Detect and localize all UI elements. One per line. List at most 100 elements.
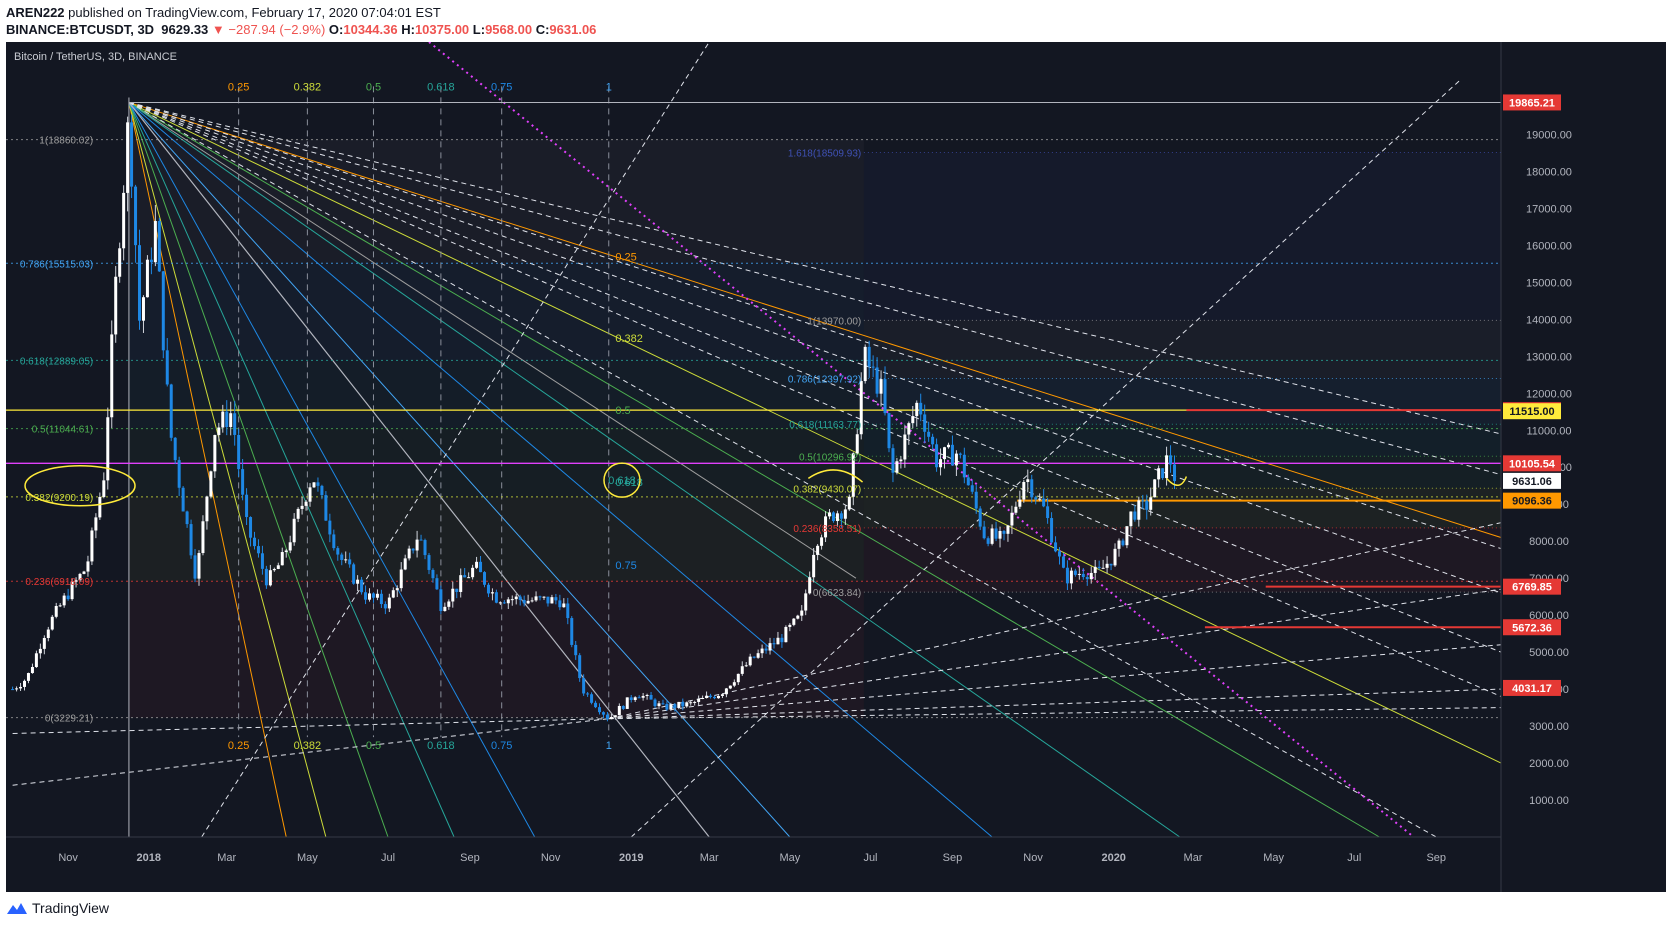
y-tick-label: 19000.00 [1526, 129, 1572, 141]
candle-body [205, 496, 209, 522]
fib-time-label-bottom: 0.25 [228, 740, 249, 752]
candle-body [974, 491, 978, 509]
candle-body [950, 444, 954, 466]
candle-body [514, 596, 518, 600]
fib-time-label-mid: 0.25 [615, 251, 636, 263]
candle-body [368, 593, 372, 600]
price-badge-label: 5672.36 [1512, 622, 1552, 634]
candle-body [15, 688, 19, 690]
candle-body [292, 518, 296, 543]
candle-body [249, 517, 253, 538]
candle-body [982, 526, 986, 539]
candle-body [494, 592, 498, 603]
fib-label-2019: 0(6623.84) [813, 588, 861, 599]
fib-time-label-mid: 0.75 [615, 560, 636, 572]
dashed-fan-line [128, 101, 1502, 653]
candle-body [994, 528, 998, 539]
candle-body [752, 656, 756, 658]
x-tick-label: 2019 [619, 852, 643, 864]
candle-body [1089, 572, 1093, 580]
price-chart[interactable]: 1(18860.02) 0.786(15515.03) 0.618(12889.05… [6, 42, 1666, 892]
candle-body [46, 629, 50, 638]
candle-body [669, 704, 673, 710]
candle-body [276, 565, 280, 569]
candle-body [1061, 556, 1065, 568]
x-tick-label: May [1263, 852, 1284, 864]
candle-body [927, 431, 931, 437]
fan-line-long [128, 102, 993, 838]
annotation-arc [1166, 476, 1188, 487]
candle-body [724, 688, 728, 695]
fib-label-2019: 0.786(12397.92) [788, 375, 861, 386]
chart-area[interactable]: 1(18860.02) 0.786(15515.03) 0.618(12889.05… [6, 42, 1666, 892]
candle-body [812, 554, 816, 578]
fib-label-2019: 0.5(10296.92) [799, 452, 861, 463]
candle-body [1093, 566, 1097, 573]
candle-body [788, 624, 792, 627]
candle-body [1030, 479, 1034, 498]
publisher-name[interactable]: AREN222 [6, 5, 65, 20]
candle-body [78, 573, 82, 581]
candle-body [1157, 468, 1161, 480]
close-value: 9631.06 [549, 22, 597, 37]
candle-body [395, 588, 399, 591]
candle-body [498, 602, 502, 604]
candle-body [486, 584, 490, 594]
candle-body [935, 444, 939, 468]
x-tick-label: Jul [381, 852, 395, 864]
fib-label-2017: 0.5(11044.61) [32, 425, 94, 436]
price-badge-label: 19865.21 [1509, 97, 1555, 109]
candle-body [118, 248, 122, 277]
candle-body [780, 637, 784, 643]
candle-body [1038, 498, 1042, 500]
x-tick-label: Nov [541, 852, 561, 864]
candle-body [954, 453, 958, 466]
candle-body [296, 508, 300, 519]
candle-body [423, 540, 427, 556]
candle-body [332, 534, 336, 549]
candle-body [744, 665, 748, 667]
candle-body [149, 259, 153, 263]
fib-zone-2019 [863, 488, 1501, 528]
candle-body [887, 413, 891, 449]
fib-label-2017: 0.382(9200.19) [25, 493, 93, 504]
candle-body [843, 509, 847, 519]
candle-body [300, 505, 304, 509]
candle-body [375, 593, 379, 598]
fib-label-2019: 0.382(9430.07) [793, 484, 861, 495]
rising-dashed-line [12, 718, 609, 786]
candle-body [705, 695, 709, 699]
candle-body [911, 416, 915, 424]
candle-body [522, 599, 526, 604]
open-label: O: [328, 22, 344, 37]
candle-body [1149, 497, 1153, 510]
candle-body [1133, 511, 1137, 520]
candle-body [891, 448, 895, 473]
candle-body [288, 542, 292, 551]
candle-body [879, 379, 883, 394]
candle-body [931, 436, 935, 445]
candle-body [360, 579, 364, 593]
candle-body [479, 561, 483, 573]
candle-body [371, 593, 375, 598]
open-value: 10344.36 [343, 22, 398, 37]
tradingview-logo[interactable]: TradingView [6, 900, 109, 916]
candle-body [1026, 479, 1030, 483]
candle-body [1069, 570, 1073, 584]
dashed-fan-line [128, 101, 1502, 476]
candle-body [665, 703, 669, 710]
x-tick-label: Sep [943, 852, 963, 864]
candle-body [1117, 540, 1121, 549]
fan-line [128, 102, 455, 838]
fib-time-label-top: 0.618 [427, 81, 455, 93]
candle-body [26, 673, 30, 681]
candle-body [1042, 498, 1046, 507]
price-badge-label: 4031.17 [1512, 683, 1552, 695]
candle-body [673, 704, 677, 708]
candle-body [356, 579, 360, 584]
candle-body [447, 601, 451, 607]
candle-body [1145, 500, 1149, 510]
fib-time-label-bottom: 0.5 [366, 740, 381, 752]
candle-body [903, 434, 907, 460]
candle-body [649, 694, 653, 700]
